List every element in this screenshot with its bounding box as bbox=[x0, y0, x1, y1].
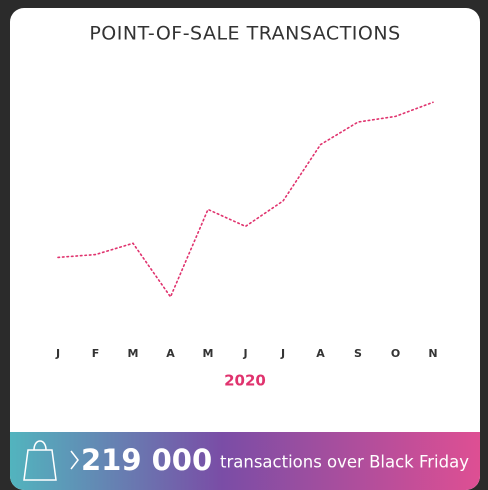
x-tick-label: A bbox=[166, 347, 175, 360]
chart-title: POINT-OF-SALE TRANSACTIONS bbox=[89, 23, 400, 45]
chevron-icon bbox=[70, 450, 79, 470]
x-tick-label: O bbox=[391, 347, 400, 360]
card-background bbox=[10, 8, 480, 490]
x-tick-label: N bbox=[428, 347, 437, 360]
x-tick-label: F bbox=[92, 347, 100, 360]
bag-icon bbox=[23, 440, 57, 481]
x-tick-label: J bbox=[242, 347, 247, 360]
year-label: 2020 bbox=[224, 372, 266, 390]
x-tick-label: S bbox=[354, 347, 362, 360]
banner-background bbox=[10, 432, 480, 490]
x-tick-label: A bbox=[316, 347, 325, 360]
x-tick-label: J bbox=[280, 347, 285, 360]
x-tick-label: J bbox=[55, 347, 60, 360]
x-tick-label: M bbox=[128, 347, 139, 360]
banner-figure: 219 000 bbox=[81, 443, 212, 477]
banner-caption: transactions over Black Friday bbox=[220, 453, 469, 472]
data-line bbox=[57, 101, 434, 299]
card bbox=[10, 8, 480, 490]
x-tick-label: M bbox=[203, 347, 214, 360]
